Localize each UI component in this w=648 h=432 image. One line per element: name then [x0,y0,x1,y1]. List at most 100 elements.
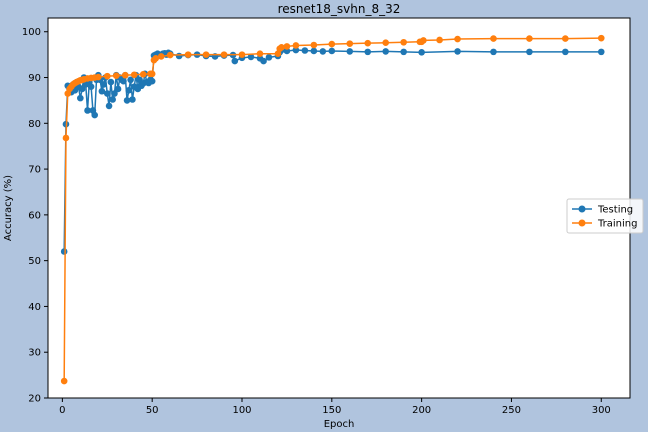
y-tick-label: 80 [28,119,41,130]
data-point-testing [91,111,98,119]
legend-box [566,198,644,234]
y-tick-label: 90 [28,73,41,84]
series-training [60,34,605,385]
data-point-training [436,36,443,44]
data-point-testing [400,48,407,56]
data-point-testing [129,96,136,103]
data-point-training [310,41,318,49]
data-point-testing [328,47,336,55]
data-point-testing [127,76,134,84]
x-tick-label: 50 [146,405,159,416]
data-point-testing [562,48,569,56]
data-point-testing [231,57,239,65]
data-point-training [121,71,129,79]
data-point-training [62,134,70,142]
data-point-testing [364,48,372,56]
data-point-training [139,71,147,78]
data-point-testing [454,48,461,55]
y-axis-label: Accuracy (%) [3,175,14,241]
legend-marker-testing [578,205,586,213]
data-point-training [597,34,605,42]
data-point-testing [283,47,291,55]
series-layer [60,34,605,385]
data-point-training [400,38,407,46]
legend-label-training: Training [597,219,637,230]
data-point-training [274,50,282,58]
y-tick-label: 50 [28,256,41,267]
data-point-training [112,72,120,79]
data-point-training [103,72,111,80]
data-point-training [256,50,264,58]
data-point-testing [490,48,497,56]
data-point-testing [114,85,122,93]
data-point-testing [346,48,354,55]
data-point-testing [175,52,183,60]
data-point-training [420,37,427,44]
legend-marker-training [578,219,586,227]
data-point-testing [526,48,533,56]
x-tick-label: 300 [592,405,611,416]
data-point-training [490,35,497,42]
data-point-training [166,51,174,59]
x-tick-label: 250 [502,405,521,416]
data-point-testing [107,78,115,86]
y-tick-label: 60 [28,210,41,221]
data-point-training [328,40,336,48]
data-point-testing [120,77,127,85]
data-point-testing [123,97,131,104]
data-point-testing [60,248,68,255]
y-tick-label: 100 [22,27,41,38]
data-point-testing [77,94,84,102]
data-point-testing [597,48,605,56]
data-point-testing [301,47,309,54]
data-point-training [184,51,192,58]
y-tick-label: 20 [28,394,41,405]
data-point-training [278,44,285,51]
y-tick-label: 40 [28,302,41,313]
data-point-testing [103,90,111,97]
data-point-testing [292,46,300,54]
data-point-testing [111,90,118,97]
legend: Testing Training [566,198,644,234]
data-point-training [562,35,569,42]
data-point-testing [98,87,106,95]
data-point-training [283,43,291,50]
data-point-testing [382,48,390,55]
data-point-testing [87,83,95,90]
x-axis-label: Epoch [324,419,355,430]
data-point-testing [418,49,425,56]
data-point-testing [100,81,107,88]
data-point-testing [109,96,116,103]
data-point-testing [265,54,273,61]
data-point-training [382,39,390,47]
data-point-testing [310,47,318,55]
data-point-testing [78,85,86,93]
data-point-training [152,54,160,62]
data-point-testing [148,77,156,85]
data-point-training [130,71,138,79]
legend-label-testing: Testing [597,205,633,216]
data-point-testing [319,48,327,55]
data-point-training [60,377,68,385]
data-point-testing [247,53,255,61]
data-point-training [148,70,156,78]
chart-title: resnet18_svhn_8_32 [278,2,401,16]
data-point-training [454,35,461,43]
data-point-training [95,73,102,81]
data-point-testing [125,87,133,94]
y-axis: 20 30 40 50 60 70 80 90 100 [22,27,48,405]
data-point-testing [105,102,113,110]
data-point-training [202,51,210,58]
y-tick-label: 70 [28,165,41,176]
data-point-testing [84,107,91,114]
x-tick-label: 150 [322,405,341,416]
data-point-training [364,39,372,47]
x-tick-label: 100 [232,405,251,416]
data-point-testing [260,57,267,65]
y-tick-label: 30 [28,348,41,359]
data-point-training [292,42,300,49]
x-tick-label: 0 [59,405,65,416]
x-axis: 0 50 100 150 200 250 300 [59,398,611,416]
x-tick-label: 200 [412,405,431,416]
